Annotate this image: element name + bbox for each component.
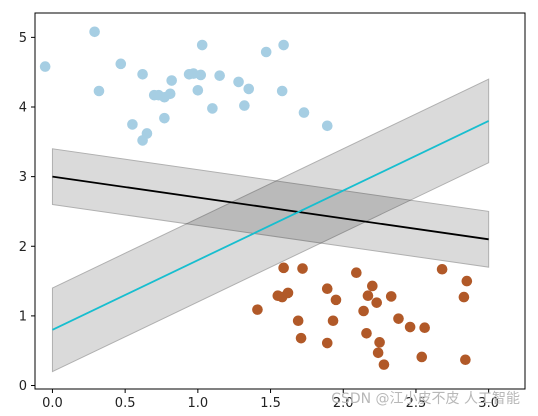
data-point-class1-24: [243, 83, 255, 95]
decision-line-2: [52, 120, 490, 331]
y-tick-label: 4: [19, 101, 27, 116]
data-point-class1-5: [127, 119, 138, 130]
y-tick-label: 1: [19, 309, 27, 324]
data-point-class2-10: [321, 337, 333, 349]
data-point-class2-19: [372, 347, 384, 359]
x-tick-label: 3.0: [478, 396, 499, 411]
data-point-class2-27: [436, 263, 448, 275]
y-tick-label: 2: [19, 240, 27, 255]
data-point-class1-8: [141, 128, 153, 139]
data-point-class1-13: [164, 88, 176, 100]
data-point-class1-28: [298, 107, 310, 118]
decision-line-1: [52, 175, 489, 241]
data-point-class1-29: [321, 120, 333, 132]
y-axis: 0 1 2 3 4 5: [19, 31, 35, 394]
data-point-class2-14: [358, 305, 369, 317]
data-point-class1-19: [196, 39, 208, 51]
data-point-class2-13: [351, 267, 362, 279]
data-point-class1-2: [89, 26, 100, 38]
data-point-class1-4: [115, 58, 127, 70]
data-point-class2-9: [321, 283, 333, 295]
data-point-class2-16: [362, 290, 374, 302]
x-tick-label: 2.0: [333, 396, 354, 411]
data-point-class2-15: [361, 328, 372, 339]
data-point-class1-25: [260, 46, 272, 58]
plot-area: [39, 26, 490, 373]
data-point-class2-1: [252, 304, 263, 315]
data-point-class2-23: [393, 313, 404, 324]
data-point-class2-22: [385, 291, 397, 302]
data-point-class2-7: [295, 332, 307, 344]
x-tick-label: 1.0: [188, 396, 209, 411]
data-point-class1-3: [93, 85, 105, 97]
data-point-class2-11: [327, 315, 339, 327]
data-point-class1-20: [207, 103, 218, 114]
x-tick-label: 1.5: [260, 396, 281, 411]
data-point-class2-8: [297, 263, 308, 274]
data-point-class1-21: [214, 70, 225, 81]
data-point-class1-26: [276, 85, 288, 97]
data-point-class1-12: [159, 112, 170, 124]
data-point-class2-21: [378, 359, 390, 370]
data-point-class2-17: [367, 280, 378, 292]
data-point-class2-6: [292, 315, 304, 327]
data-point-class1-23: [239, 100, 250, 111]
data-point-class2-30: [461, 275, 473, 287]
data-point-class1-17: [192, 84, 204, 96]
x-tick-label: 2.5: [406, 396, 427, 411]
x-axis: 0.0 0.5 1.0 1.5 2.0 2.5 3.0: [42, 389, 499, 411]
data-point-class1-22: [233, 76, 244, 88]
data-point-class2-29: [460, 354, 471, 366]
watermark: CSDN @江小皮不皮 人工智能: [331, 391, 520, 407]
data-point-class2-20: [374, 337, 385, 348]
x-tick-label: 0.5: [115, 396, 136, 411]
data-point-class1-1: [39, 61, 51, 72]
y-tick-label: 3: [19, 170, 27, 185]
data-point-class2-24: [404, 321, 416, 333]
data-point-class2-25: [416, 351, 428, 363]
data-point-class2-26: [419, 322, 430, 334]
x-tick-label: 0.0: [42, 396, 63, 411]
axes-frame: [34, 12, 526, 390]
data-point-class2-5: [282, 287, 294, 299]
data-point-class2-12: [330, 294, 342, 306]
data-point-class1-14: [166, 75, 177, 86]
data-point-class1-18: [195, 69, 207, 81]
data-point-class2-18: [371, 297, 382, 308]
data-point-class1-6: [137, 68, 148, 80]
y-tick-label: 0: [19, 379, 27, 394]
y-tick-label: 5: [19, 31, 27, 46]
data-point-class2-28: [458, 291, 470, 303]
data-point-class1-27: [278, 39, 289, 51]
data-point-class2-4: [278, 262, 289, 274]
